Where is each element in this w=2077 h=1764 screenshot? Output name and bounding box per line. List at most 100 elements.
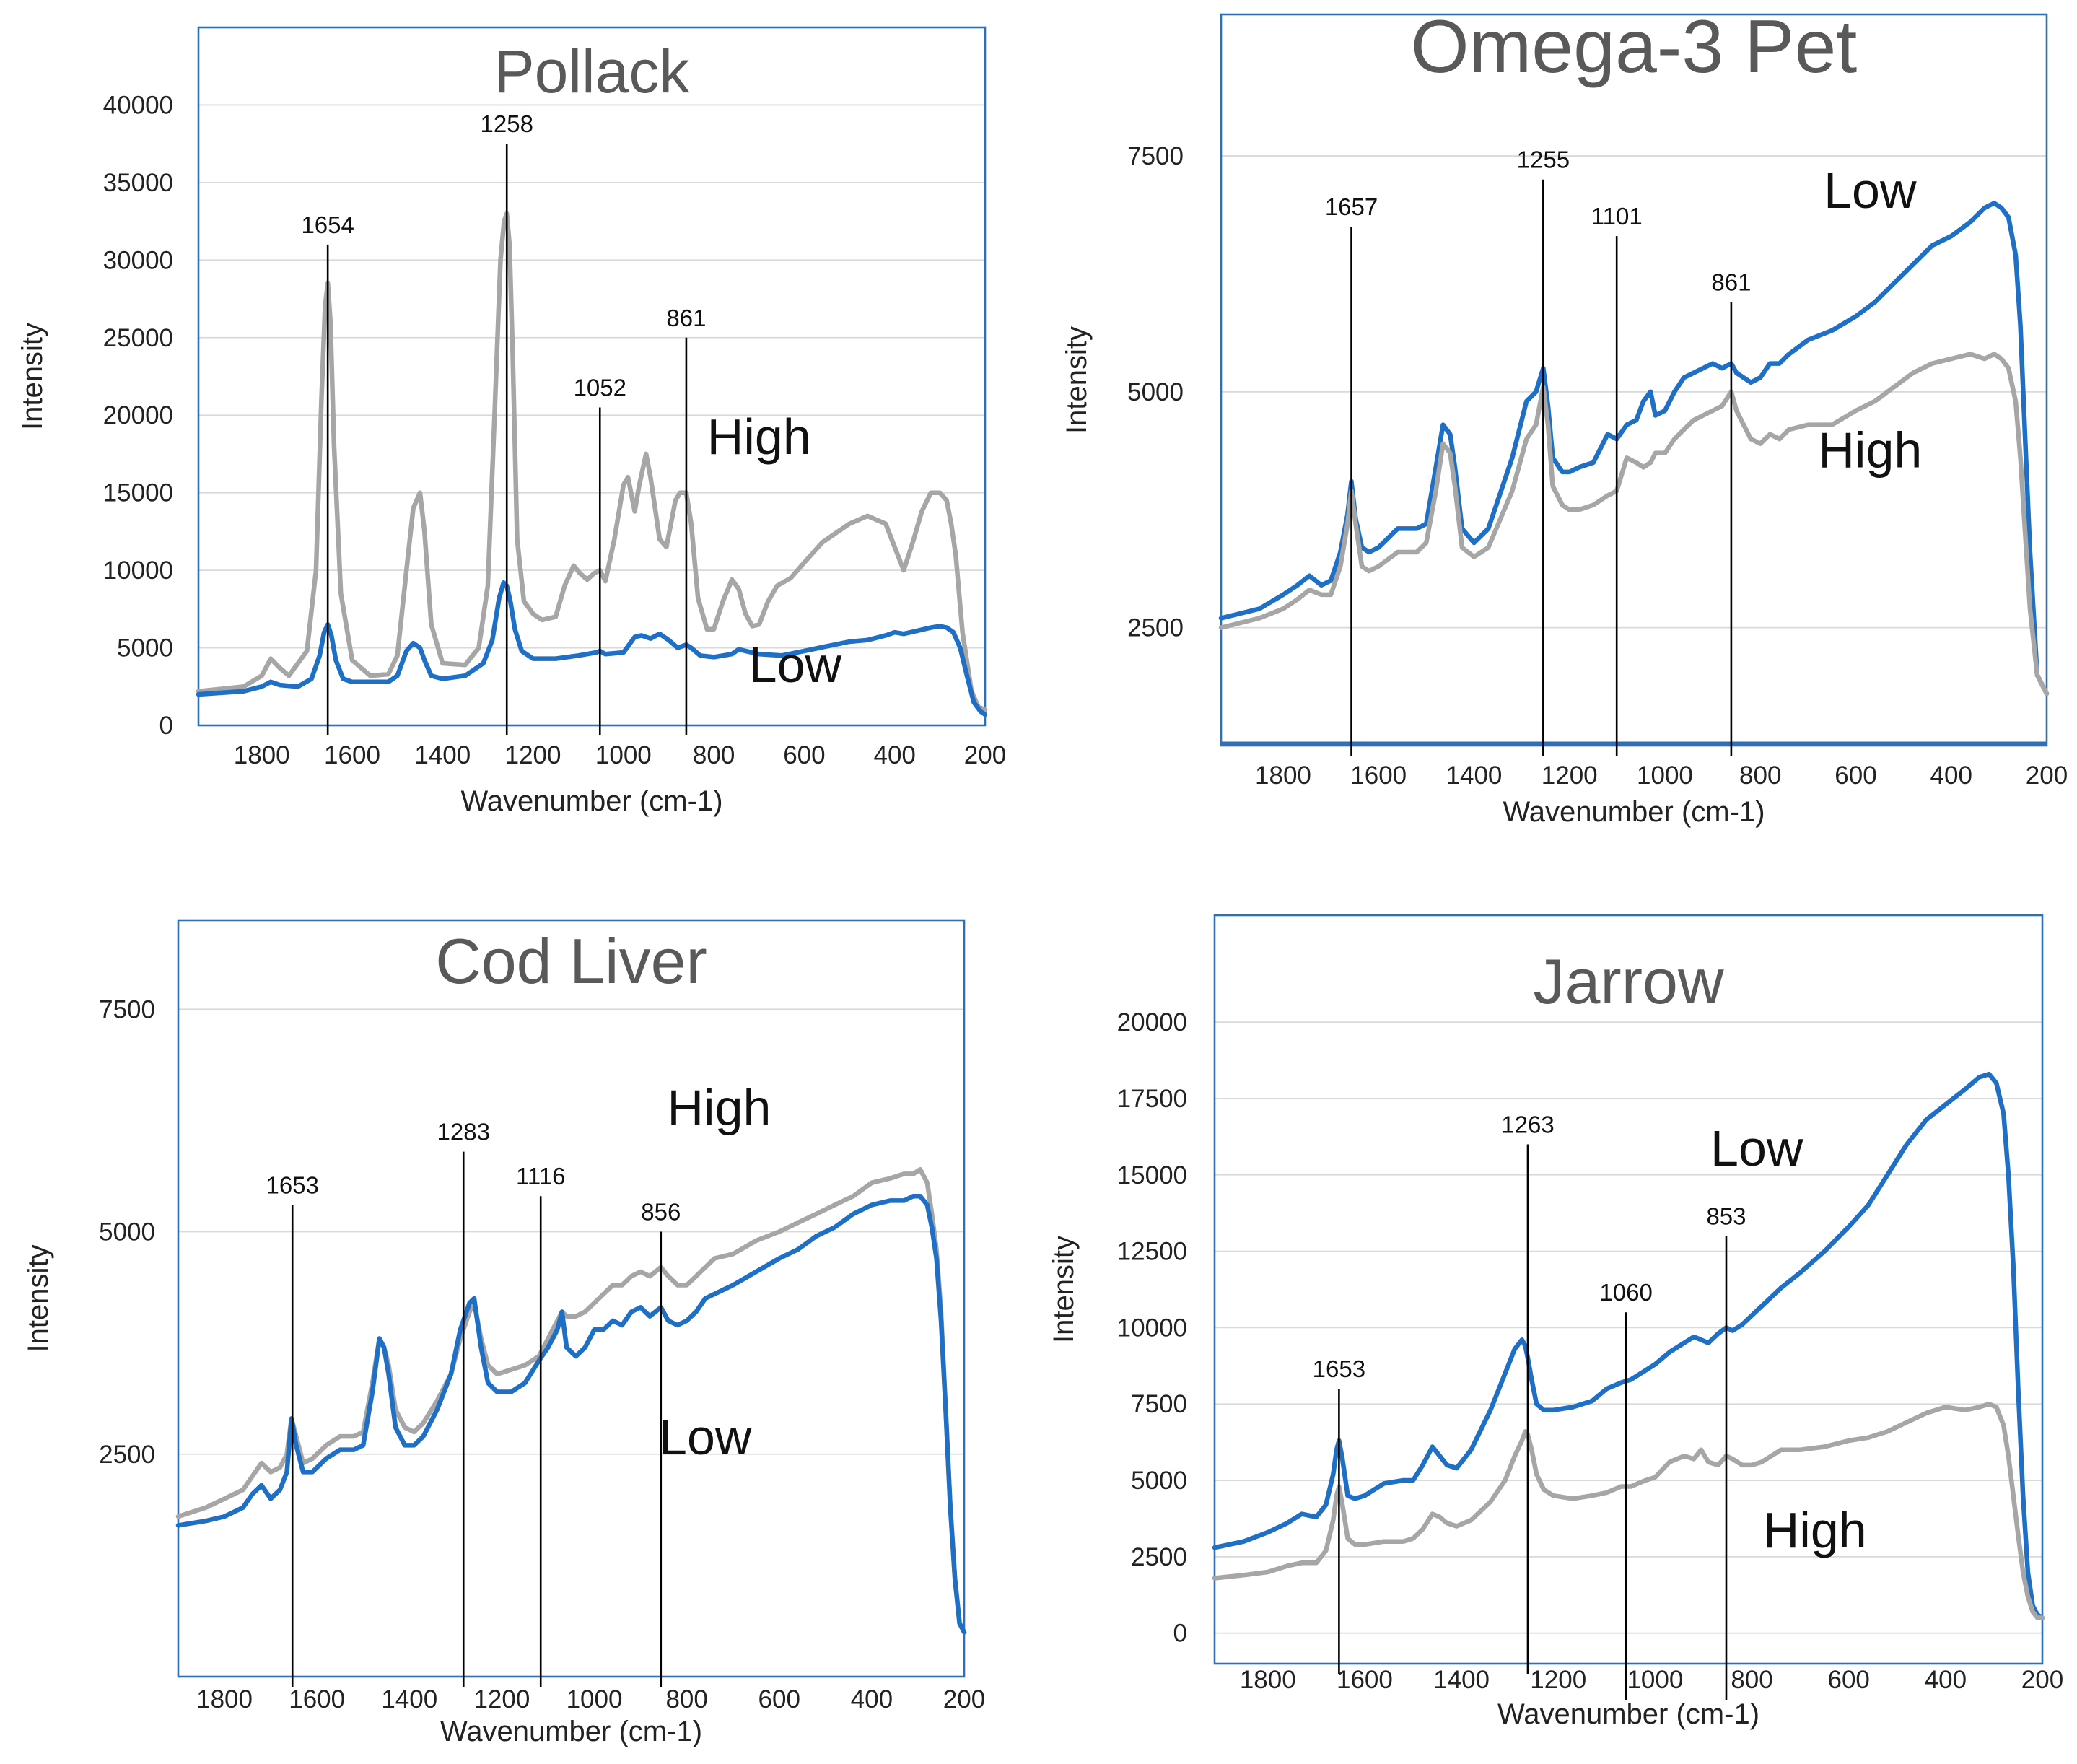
jarrow-x-tick-label: 1200 [1530,1666,1586,1694]
pollack-series-low [196,580,988,717]
jarrow-x-tick-label: 1000 [1627,1666,1683,1694]
jarrow-x-tick-label: 1800 [1240,1666,1296,1694]
pollack-y-tick-label: 35000 [103,169,173,197]
jarrow-series-label-low: Low [1710,1120,1803,1176]
omega-3-pet-peak-label-1657: 1657 [1325,193,1378,220]
pollack-x-tick-label: 200 [964,741,1006,769]
jarrow-x-tick-label: 1400 [1433,1666,1490,1694]
jarrow-peak-label-1263: 1263 [1501,1111,1554,1138]
omega-3-pet-y-axis-label: Intensity [1061,326,1093,434]
cod-liver-series-label-low: Low [659,1409,752,1465]
cod-liver-peak-label-1283: 1283 [437,1119,490,1145]
omega-3-pet-y-tick-label: 2500 [1127,614,1184,642]
pollack-title: Pollack [494,38,691,105]
pollack-x-tick-label: 1000 [595,741,652,769]
cod-liver-series-label-high: High [668,1080,771,1136]
chart-cod-liver: Cod Liver 2500 5000 7500 1800 1600 1400 1200 100… [22,919,985,1747]
omega-3-pet-peak-label-861: 861 [1711,269,1751,296]
pollack-y-tick-label: 15000 [103,479,173,507]
cod-liver-x-tick-label: 400 [851,1685,893,1713]
jarrow-x-tick-label: 800 [1731,1666,1772,1694]
jarrow-y-tick-label: 17500 [1117,1085,1187,1113]
cod-liver-plot-frame [177,919,966,1678]
pollack-x-tick-label: 1800 [234,741,290,769]
omega-3-pet-series-low [1218,201,2050,697]
pollack-peak-label-1258: 1258 [481,110,533,137]
omega-3-pet-x-tick-label: 1200 [1542,761,1598,790]
jarrow-y-tick-label: 10000 [1117,1314,1187,1342]
jarrow-y-tick-label: 15000 [1117,1161,1187,1189]
jarrow-x-axis-label: Wavenumber (cm-1) [1497,1698,1759,1730]
omega-3-pet-title: Omega-3 Pet [1411,5,1858,89]
pollack-x-axis-label: Wavenumber (cm-1) [460,785,722,817]
pollack-series-label-high: High [707,409,811,465]
jarrow-peak-label-853: 853 [1706,1202,1746,1229]
omega-3-pet-x-tick-label: 1000 [1637,761,1693,790]
cod-liver-x-axis-label: Wavenumber (cm-1) [440,1716,702,1747]
cod-liver-peak-label-856: 856 [641,1199,681,1226]
pollack-y-tick-label: 0 [159,712,173,740]
pollack-y-tick-label: 40000 [103,91,173,119]
omega-3-pet-x-tick-label: 1600 [1350,761,1407,790]
omega-3-pet-x-tick-label: 200 [2026,761,2068,790]
pollack-series-high [196,211,988,712]
pollack-y-tick-label: 10000 [103,556,173,585]
pollack-y-tick-label: 5000 [117,634,173,663]
jarrow-y-tick-label: 20000 [1117,1008,1187,1036]
cod-liver-series-high [175,1166,967,1635]
pollack-x-tick-label: 1600 [324,741,380,769]
chart-pollack: Pollack 0 5000 10000 15000 20000 25000 30000 350… [17,26,1006,817]
cod-liver-y-tick-label: 7500 [99,995,155,1023]
omega-3-pet-x-tick-label: 1800 [1255,761,1311,790]
pollack-x-tick-label: 400 [874,741,916,769]
cod-liver-x-tick-label: 1200 [473,1685,530,1713]
pollack-peak-label-1654: 1654 [301,211,354,238]
jarrow-x-tick-label: 600 [1827,1666,1869,1694]
cod-liver-series-low [175,1193,967,1635]
pollack-x-tick-label: 1400 [414,741,471,769]
jarrow-peak-label-1060: 1060 [1599,1279,1652,1306]
omega-3-pet-series-high [1218,352,2050,697]
omega-3-pet-x-tick-label: 600 [1835,761,1876,790]
pollack-y-tick-label: 30000 [103,246,173,274]
omega-3-pet-x-tick-label: 400 [1930,761,1972,790]
cod-liver-y-axis-label: Intensity [22,1245,54,1353]
omega-3-pet-x-tick-label: 800 [1739,761,1781,790]
chart-jarrow: Jarrow 0 2500 5000 7500 10000 12500 15000 17500 2… [1048,914,2063,1730]
jarrow-y-tick-label: 7500 [1131,1390,1187,1418]
omega-3-pet-x-axis-label: Wavenumber (cm-1) [1503,796,1765,828]
cod-liver-x-tick-label: 800 [665,1685,707,1713]
jarrow-x-tick-label: 400 [1925,1666,1967,1694]
jarrow-plot-frame [1213,914,2044,1665]
pollack-y-axis-label: Intensity [17,323,48,430]
jarrow-y-tick-label: 12500 [1117,1238,1187,1266]
cod-liver-y-tick-label: 5000 [99,1218,155,1246]
pollack-x-tick-label: 800 [693,741,735,769]
jarrow-y-tick-label: 0 [1173,1620,1187,1648]
omega-3-pet-x-tick-label: 1400 [1446,761,1503,790]
pollack-y-tick-label: 25000 [103,324,173,352]
jarrow-y-axis-label: Intensity [1048,1236,1080,1343]
omega-3-pet-peak-label-1101: 1101 [1591,203,1643,230]
pollack-peak-label-861: 861 [666,305,706,331]
pollack-plot-frame [197,26,987,727]
jarrow-series-label-high: High [1763,1502,1867,1558]
jarrow-peak-label-1653: 1653 [1313,1355,1365,1382]
chart-omega-3-pet: Omega-3 Pet 2500 5000 7500 1800 1600 1400 1200 1… [1061,5,2068,828]
jarrow-y-tick-label: 2500 [1131,1543,1187,1571]
cod-liver-y-tick-label: 2500 [99,1441,155,1469]
cod-liver-peak-label-1653: 1653 [266,1172,319,1199]
cod-liver-x-tick-label: 600 [758,1685,800,1713]
pollack-peak-label-1052: 1052 [574,374,626,401]
jarrow-x-tick-label: 1600 [1337,1666,1393,1694]
pollack-series-label-low: Low [749,637,842,693]
jarrow-y-tick-label: 5000 [1131,1467,1187,1495]
jarrow-x-tick-label: 200 [2021,1666,2063,1694]
pollack-x-tick-label: 1200 [505,741,561,769]
omega-3-pet-series-label-high: High [1818,422,1922,478]
jarrow-title: Jarrow [1533,946,1723,1017]
cod-liver-x-tick-label: 200 [943,1685,985,1713]
omega-3-pet-y-tick-label: 5000 [1127,378,1184,406]
cod-liver-peak-label-1116: 1116 [516,1163,566,1189]
